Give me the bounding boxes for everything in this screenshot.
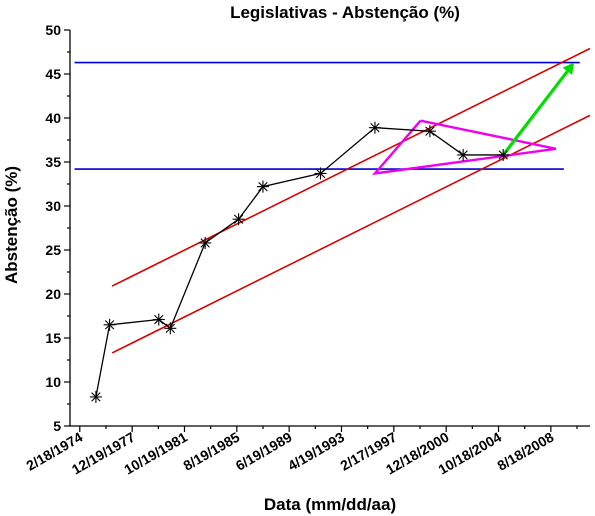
trend-line: [111, 47, 591, 287]
data-point-marker: [199, 236, 212, 249]
data-point-marker: [457, 148, 470, 161]
data-point-marker: [368, 121, 381, 134]
plot-area: [74, 47, 591, 403]
y-tick-label: 40: [45, 110, 61, 126]
y-tick-label: 35: [45, 154, 61, 170]
y-tick-label: 15: [45, 330, 61, 346]
data-point-marker: [103, 318, 116, 331]
y-tick-label: 50: [45, 22, 61, 38]
y-tick-label: 45: [45, 66, 61, 82]
data-point-marker: [164, 322, 177, 335]
x-tick-label: 8/19/1985: [180, 429, 242, 474]
x-tick-label: 8/18/2008: [494, 429, 556, 474]
arrow-shaft: [501, 70, 569, 156]
x-tick-label: 6/19/1989: [233, 429, 295, 474]
triangle-shape: [371, 119, 557, 176]
y-axis-label: Abstenção (%): [2, 166, 21, 284]
x-tick-label: 4/19/1993: [285, 429, 347, 474]
data-point-marker: [89, 390, 102, 403]
arrow-head: [562, 62, 575, 75]
data-point-marker: [256, 180, 269, 193]
data-point-marker: [314, 167, 327, 180]
y-tick-label: 20: [45, 286, 61, 302]
trend-line: [111, 114, 591, 354]
chart-title: Legislativas - Abstenção (%): [230, 3, 460, 22]
data-point-marker: [152, 313, 165, 326]
y-tick-label: 10: [45, 374, 61, 390]
y-tick-label: 30: [45, 198, 61, 214]
y-tick-label: 5: [53, 418, 61, 434]
y-tick-label: 25: [45, 242, 61, 258]
data-line: [95, 127, 504, 398]
data-point-marker: [423, 125, 436, 138]
data-point-marker: [232, 213, 245, 226]
data-point-marker: [497, 148, 510, 161]
x-axis-label: Data (mm/dd/aa): [264, 495, 396, 514]
